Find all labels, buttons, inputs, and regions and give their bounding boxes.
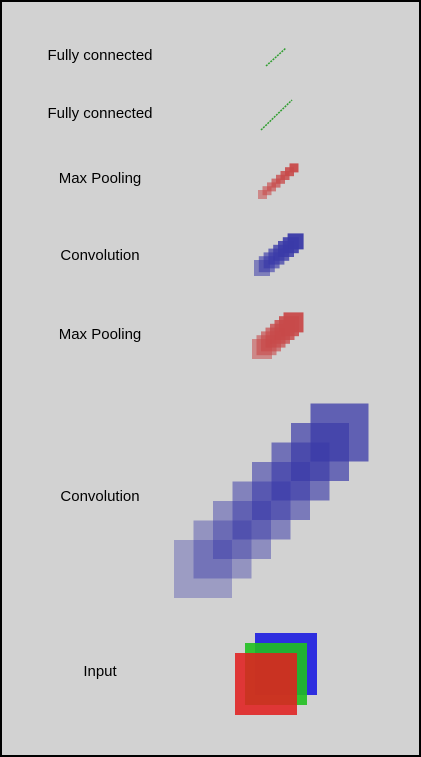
max-pooling-feature-map-1 [252,339,272,359]
convolution-top-viz [254,233,304,276]
label-fully-connected: Fully connected [47,105,153,122]
fc-layer-top-viz [265,47,287,67]
label-max-pooling: Max Pooling [58,326,142,343]
convolution-feature-map-2 [193,520,252,579]
label-max-pooling-top: Max Pooling [58,170,142,187]
label-fully-connected-top: Fully connected [47,47,153,64]
label-convolution-top: Convolution [60,247,140,264]
max-pooling-viz [252,312,304,359]
convolution-feature-map-4 [232,481,291,540]
label-convolution: Convolution [60,488,140,505]
input-channel-red [235,653,297,715]
fc-layer-viz [260,99,293,131]
max-pooling-top-viz [258,163,299,199]
convolution-viz [174,403,369,598]
convolution-feature-map-3 [213,501,271,559]
convolution-feature-map-1 [174,540,232,598]
convolution-top-feature-map-1 [254,260,270,276]
max-pooling-top-feature-map-1 [258,190,267,199]
input-viz [235,633,317,715]
label-input: Input [83,663,117,680]
